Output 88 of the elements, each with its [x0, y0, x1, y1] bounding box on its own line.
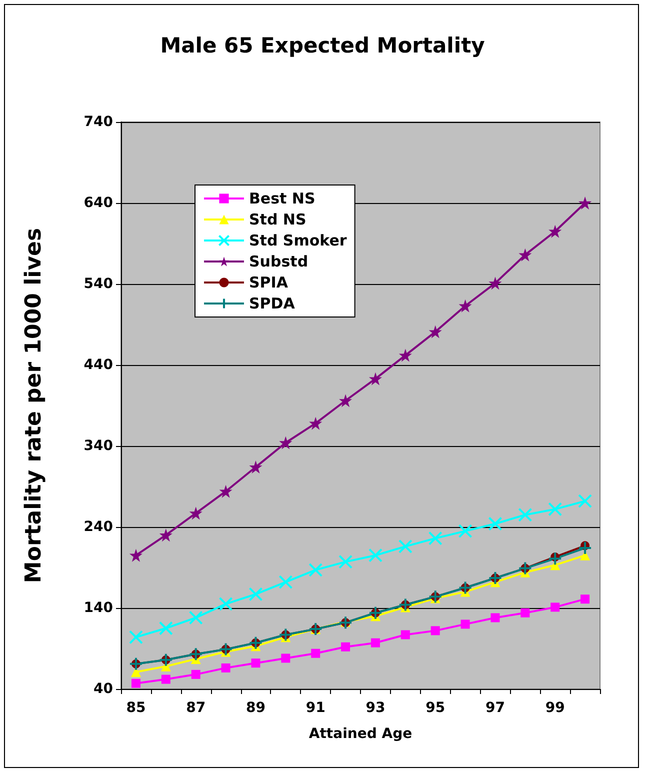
legend-label: SPDA — [249, 294, 296, 312]
point — [248, 636, 263, 650]
point — [580, 594, 590, 604]
point — [128, 630, 143, 644]
point — [251, 658, 260, 668]
point — [368, 372, 382, 386]
point — [188, 647, 203, 662]
point — [339, 394, 352, 408]
point — [578, 541, 592, 556]
point — [488, 571, 502, 586]
point — [221, 663, 230, 672]
point — [191, 670, 200, 679]
point — [279, 436, 292, 450]
y-axis-title: Mortality rate per 1000 lives — [22, 228, 46, 584]
y-tick-label: 240 — [84, 519, 114, 535]
point — [248, 587, 263, 602]
point — [309, 416, 322, 430]
point — [400, 630, 410, 640]
point — [128, 656, 143, 671]
point — [520, 608, 530, 618]
point — [460, 620, 470, 629]
point — [338, 554, 353, 569]
legend-label: Std NS — [249, 210, 306, 228]
point — [578, 196, 592, 210]
x-tick-label: 89 — [246, 700, 266, 716]
point — [311, 648, 320, 658]
point — [398, 598, 412, 612]
x-axis-title: Attained Age — [308, 726, 412, 742]
point — [430, 626, 440, 636]
point — [490, 613, 500, 622]
point — [550, 602, 560, 612]
point — [158, 652, 173, 667]
y-tick-label: 40 — [94, 681, 114, 697]
point — [278, 575, 293, 590]
point — [548, 552, 562, 566]
point — [458, 299, 472, 312]
y-tick-label: 540 — [84, 276, 114, 292]
x-tick-label: 87 — [186, 700, 206, 716]
point — [129, 548, 142, 562]
point — [518, 508, 532, 522]
point — [428, 531, 442, 546]
point — [308, 562, 323, 577]
point — [370, 638, 380, 648]
point — [368, 606, 382, 620]
point — [338, 616, 353, 630]
x-tick-label: 99 — [545, 700, 565, 716]
point — [548, 502, 562, 516]
point — [341, 642, 350, 652]
point — [161, 674, 170, 684]
point — [428, 325, 442, 338]
point — [158, 621, 173, 636]
point — [218, 596, 233, 611]
y-tick-label: 740 — [84, 114, 114, 130]
legend-label: Substd — [249, 252, 308, 270]
point — [278, 628, 293, 642]
point — [518, 248, 532, 262]
x-tick-label: 95 — [426, 700, 446, 716]
point — [578, 494, 592, 508]
x-tick-label: 85 — [126, 700, 146, 716]
point — [249, 460, 262, 474]
point — [218, 642, 233, 656]
point — [548, 224, 562, 238]
point — [488, 276, 502, 290]
y-tick-label: 140 — [84, 600, 114, 616]
point — [458, 580, 472, 595]
point — [131, 678, 140, 688]
point — [398, 539, 412, 554]
legend-label: Std Smoker — [249, 232, 348, 250]
point — [458, 524, 472, 538]
point — [428, 590, 442, 604]
point — [398, 348, 412, 362]
point — [368, 548, 382, 562]
point — [219, 484, 232, 498]
point — [188, 610, 203, 625]
point — [518, 561, 532, 576]
point — [488, 516, 502, 531]
legend-label: SPIA — [249, 274, 288, 292]
x-tick-label: 91 — [306, 700, 326, 716]
point — [281, 654, 290, 663]
point — [159, 528, 172, 542]
y-tick-label: 340 — [84, 438, 114, 454]
y-tick-label: 640 — [84, 195, 114, 211]
point — [189, 506, 202, 520]
legend-label: Best NS — [249, 190, 316, 208]
x-tick-label: 93 — [366, 700, 386, 716]
x-tick-label: 97 — [485, 700, 505, 716]
chart-title: Male 65 Expected Mortality — [160, 34, 486, 58]
y-tick-label: 440 — [84, 357, 114, 373]
